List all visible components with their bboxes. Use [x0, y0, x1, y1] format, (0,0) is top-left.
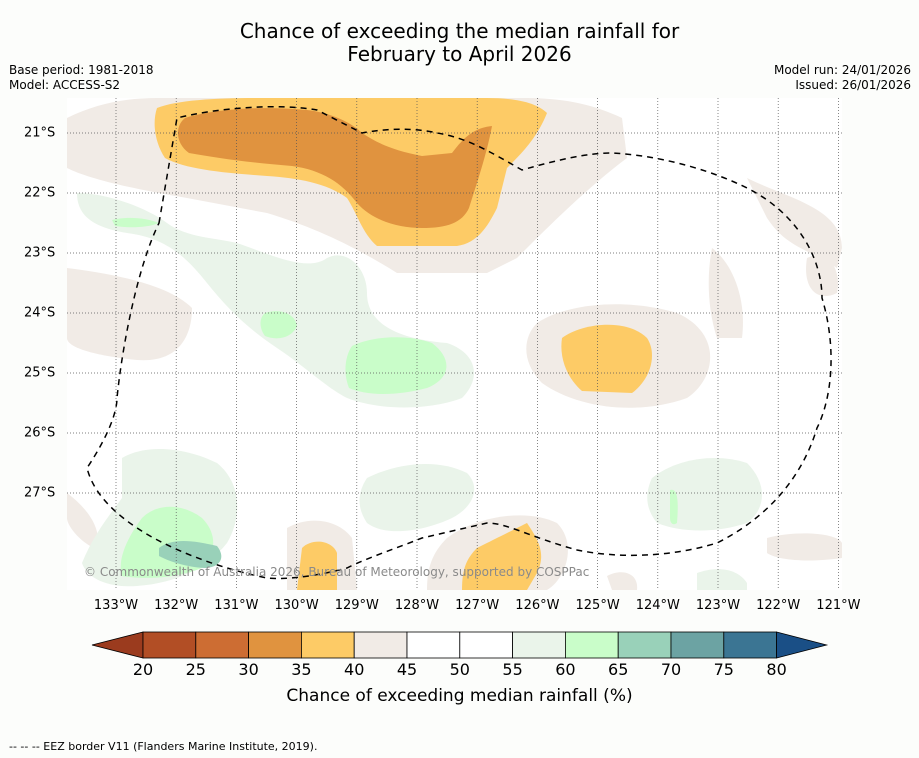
- x-tick-label: 131°W: [214, 598, 259, 613]
- gridlines: [67, 98, 842, 590]
- x-tick-label: 122°W: [756, 598, 801, 613]
- colorbar-segment: [300, 631, 355, 659]
- x-tick-label: 133°W: [93, 598, 139, 613]
- x-tick-label: 128°W: [394, 598, 440, 613]
- colorbar-tick: 70: [660, 660, 682, 679]
- colorbar-segment: [512, 631, 566, 659]
- issued-date: Issued: 26/01/2026: [795, 78, 911, 92]
- y-tick-label: 25°S: [24, 365, 56, 381]
- x-tick-label: 126°W: [515, 598, 560, 613]
- x-tick-label: 124°W: [635, 598, 680, 613]
- tan-region-west: [67, 268, 192, 361]
- light-green-patch-3: [345, 337, 447, 394]
- colorbar-segment: [406, 631, 461, 659]
- green-region-southeast-2: [697, 569, 747, 590]
- colorbar-tick: 45: [396, 660, 418, 679]
- x-tick-label: 127°W: [455, 598, 500, 613]
- colorbar-segment: [142, 631, 197, 659]
- tan-region-southwest: [67, 493, 98, 548]
- colorbar-extend-low: [91, 631, 144, 659]
- title-line-1: Chance of exceeding the median rainfall …: [239, 19, 680, 43]
- run-info: Model run: 24/01/2026 Issued: 26/01/2026: [774, 63, 911, 93]
- light-green-patch-5: [670, 489, 678, 525]
- colorbar-segment: [195, 631, 250, 659]
- dark-orange-region-north: [177, 108, 493, 228]
- colorbar-segment: [459, 631, 513, 659]
- y-tick-label: 24°S: [24, 305, 56, 321]
- colorbar-segment: [670, 631, 725, 659]
- x-tick-label: 125°W: [575, 598, 620, 613]
- orange-region-center: [561, 324, 652, 393]
- light-green-patch-1: [112, 217, 159, 228]
- tan-region-southeast: [767, 533, 842, 561]
- x-tick-label: 132°W: [154, 598, 199, 613]
- base-info: Base period: 1981-2018 Model: ACCESS-S2: [9, 63, 154, 93]
- eez-border-line: [86, 105, 832, 580]
- colorbar-tick: 40: [344, 660, 365, 679]
- colorbar-tick: 25: [185, 660, 206, 679]
- colorbar-tick: 55: [502, 660, 523, 679]
- colorbar-tick: 35: [291, 660, 312, 679]
- colorbar-tick: 60: [555, 660, 576, 679]
- y-tick-label: 27°S: [24, 485, 56, 501]
- model-name: Model: ACCESS-S2: [9, 78, 121, 92]
- colorbar-tick: 50: [449, 660, 470, 679]
- y-tick-label: 22°S: [24, 185, 56, 201]
- chart-title: Chance of exceeding the median rainfall …: [0, 20, 919, 66]
- x-tick-label: 123°W: [695, 598, 741, 613]
- x-tick-label: 129°W: [334, 598, 379, 613]
- colorbar-segment: [564, 631, 619, 659]
- eez-legend-footnote: -- -- -- EEZ border V11 (Flanders Marine…: [9, 740, 318, 753]
- colorbar-label: Chance of exceeding median rainfall (%): [286, 686, 633, 706]
- colorbar-segment: [248, 631, 302, 659]
- tan-region-east-3: [708, 248, 743, 338]
- orange-region-south: [297, 541, 337, 590]
- colorbar-segment: [353, 631, 408, 659]
- colorbar: [91, 631, 829, 659]
- colorbar-segment: [617, 631, 672, 659]
- tan-region-east: [747, 178, 842, 268]
- colorbar-tick: 20: [132, 660, 154, 679]
- x-tick-label: 130°W: [274, 598, 319, 613]
- y-tick-label: 21°S: [24, 125, 56, 141]
- colorbar-segment: [723, 631, 777, 659]
- x-tick-label: 121°W: [816, 598, 861, 613]
- base-period: Base period: 1981-2018: [9, 63, 154, 77]
- rainfall-map: [67, 98, 842, 590]
- light-green-patch-2: [260, 311, 297, 339]
- tan-region-east-2: [806, 255, 838, 297]
- title-line-2: February to April 2026: [347, 42, 572, 66]
- colorbar-extend-high: [776, 631, 829, 659]
- colorbar-tick: 65: [608, 660, 629, 679]
- tan-region-south-3: [607, 572, 638, 590]
- copyright-notice: © Commonwealth of Australia 2026, Bureau…: [84, 565, 590, 579]
- colorbar-tick: 30: [238, 660, 259, 679]
- colorbar-tick: 75: [713, 660, 734, 679]
- y-tick-label: 26°S: [24, 425, 56, 441]
- model-run-date: Model run: 24/01/2026: [773, 63, 911, 77]
- y-tick-label: 23°S: [24, 245, 56, 261]
- colorbar-tick: 80: [766, 660, 787, 679]
- orange-region-south-2: [462, 523, 542, 590]
